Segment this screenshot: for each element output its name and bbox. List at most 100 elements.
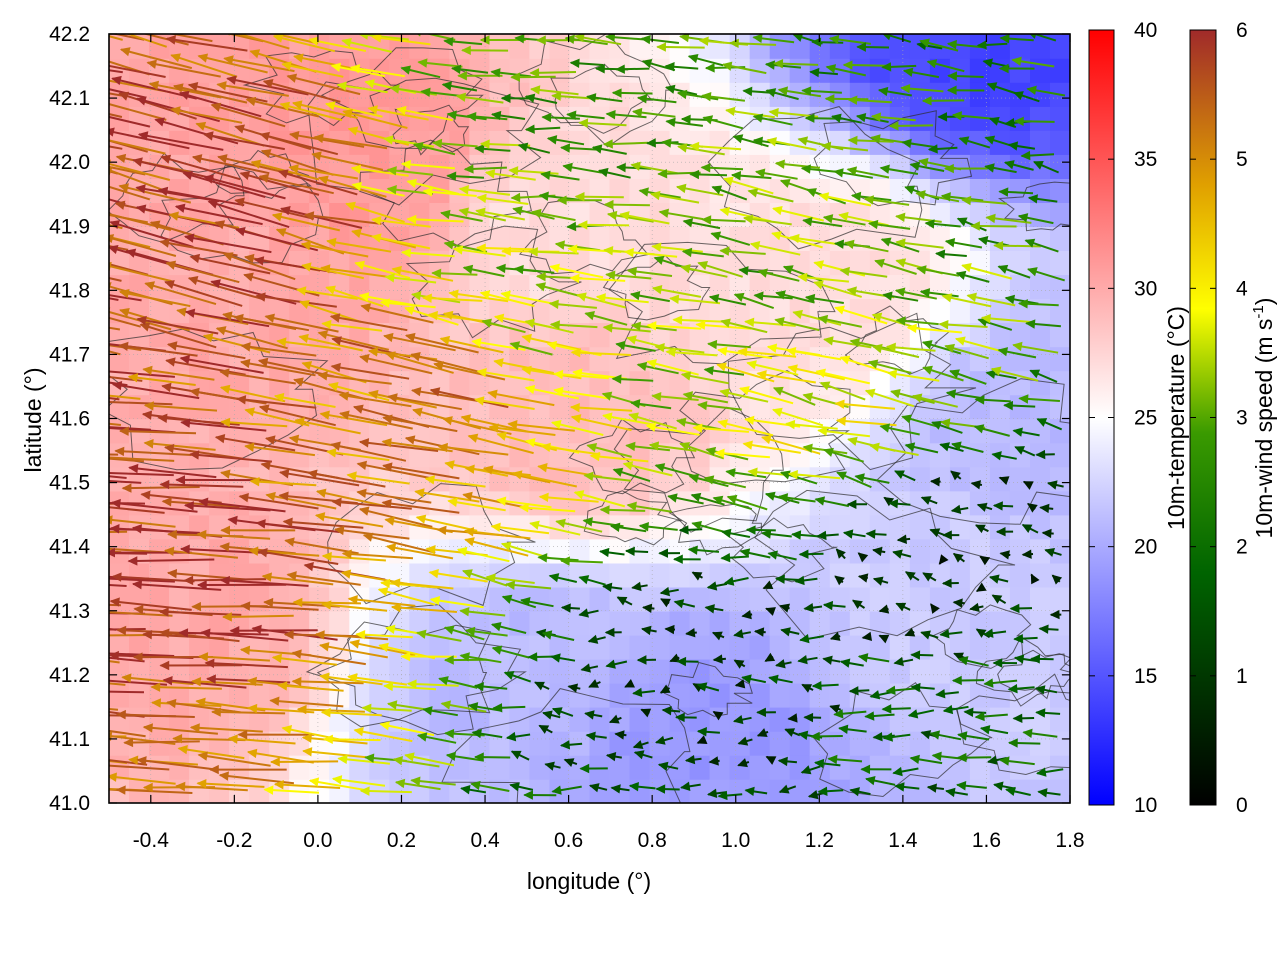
temperature-cell — [989, 202, 1011, 227]
temperature-cell — [409, 562, 431, 588]
temperature-cell — [109, 442, 130, 468]
temperature-cell — [649, 178, 671, 203]
temperature-cell — [889, 178, 911, 203]
x-tick-label: 0.4 — [470, 829, 500, 852]
temperature-cell — [449, 394, 471, 420]
wind-vector — [159, 628, 240, 643]
colorbar-tick-label: 1 — [1236, 665, 1248, 688]
temperature-cell — [269, 730, 290, 756]
temperature-cell — [509, 442, 531, 468]
temperature-cell — [529, 658, 551, 684]
temperature-cell — [669, 634, 691, 660]
temperature-cell — [1050, 370, 1070, 396]
colorbar-tick-label: 30 — [1134, 277, 1157, 300]
wind-vector — [226, 34, 264, 43]
temperature-cell — [569, 250, 591, 276]
temperature-cell — [309, 226, 330, 251]
temperature-cell — [329, 634, 350, 660]
temperature-cell — [589, 226, 611, 251]
temperature-cell — [529, 298, 551, 324]
temperature-cell — [189, 394, 210, 420]
temperature-cell — [969, 154, 991, 179]
wind-vector — [109, 759, 148, 766]
temperature-cell — [549, 514, 571, 540]
temperature-cell — [349, 682, 371, 708]
temperature-cell — [309, 82, 330, 107]
temperature-cell — [949, 682, 971, 708]
temperature-cell — [969, 610, 991, 636]
colorbar-tick-label: 20 — [1134, 536, 1157, 559]
temperature-cell — [549, 682, 571, 708]
colorbar-tick-label: 15 — [1134, 665, 1157, 688]
temperature-cell — [489, 754, 511, 780]
temperature-cell — [1030, 346, 1051, 372]
temperature-cell — [709, 730, 731, 756]
temperature-cell — [529, 730, 551, 756]
temperature-cell — [889, 586, 911, 612]
temperature-cell — [209, 586, 230, 612]
temperature-cell — [549, 202, 571, 227]
temperature-cell — [569, 634, 591, 660]
temperature-cell — [489, 178, 511, 203]
temperature-cell — [589, 514, 611, 540]
temperature-cell — [489, 394, 511, 420]
temperature-cell — [269, 298, 290, 324]
temperature-cell — [469, 442, 491, 468]
temperature-cell — [649, 706, 671, 732]
wind-vector — [109, 679, 168, 686]
temperature-cell — [549, 730, 571, 756]
temperature-cell — [349, 466, 371, 492]
temperature-cell — [209, 346, 230, 372]
temperature-cell — [969, 346, 991, 372]
temperature-cell — [849, 418, 871, 444]
y-tick-label: 41.4 — [49, 536, 90, 559]
temperature-cell — [109, 250, 130, 276]
temperature-cell — [949, 658, 971, 684]
wind-vector — [109, 139, 166, 155]
wind-speed-colorbar-label: 10m-wind speed (m s-1) — [1250, 298, 1277, 539]
temperature-cell — [1009, 466, 1031, 492]
wind-vector — [109, 690, 145, 694]
temperature-cell — [489, 779, 511, 803]
temperature-cell — [429, 514, 451, 540]
temperature-cell — [409, 202, 431, 227]
temperature-cell — [149, 514, 170, 540]
temperature-cell — [469, 490, 491, 516]
temperature-cell — [849, 82, 871, 107]
colorbar-tick-label: 35 — [1134, 148, 1157, 171]
temperature-cell — [669, 562, 691, 588]
temperature-cell — [849, 682, 871, 708]
temperature-cell — [269, 106, 290, 131]
temperature-cell — [909, 586, 931, 612]
temperature-cell — [429, 394, 451, 420]
temperature-cell — [929, 106, 951, 131]
temperature-cell — [629, 394, 651, 420]
temperature-cell — [189, 58, 210, 83]
wind-vector — [109, 453, 119, 456]
temperature-cell — [709, 586, 731, 612]
y-tick-label: 41.7 — [49, 343, 90, 366]
temperature-cell — [669, 226, 691, 251]
temperature-cell — [909, 346, 931, 372]
temperature-cell — [689, 82, 711, 107]
temperature-cell — [209, 730, 230, 756]
temperature-cell — [149, 634, 170, 660]
contour-line — [727, 312, 977, 471]
temperature-cell — [729, 394, 751, 420]
y-tick-label: 41.0 — [49, 792, 90, 815]
temperature-cell — [1009, 538, 1031, 564]
temperature-cell — [849, 370, 871, 396]
temperature-cell — [529, 779, 551, 803]
temperature-cell — [889, 226, 911, 251]
temperature-cell — [609, 106, 631, 131]
temperature-cell — [329, 730, 350, 756]
temperature-cell — [949, 586, 971, 612]
wind-vector — [144, 281, 217, 306]
temperature-cell — [149, 754, 170, 780]
temperature-cell — [649, 610, 671, 636]
temperature-cell — [349, 370, 371, 396]
x-tick-label: 0.0 — [303, 829, 332, 852]
wind-vector — [162, 676, 247, 689]
temperature-cell — [709, 154, 731, 179]
wind-label-end: ) — [1251, 298, 1277, 306]
